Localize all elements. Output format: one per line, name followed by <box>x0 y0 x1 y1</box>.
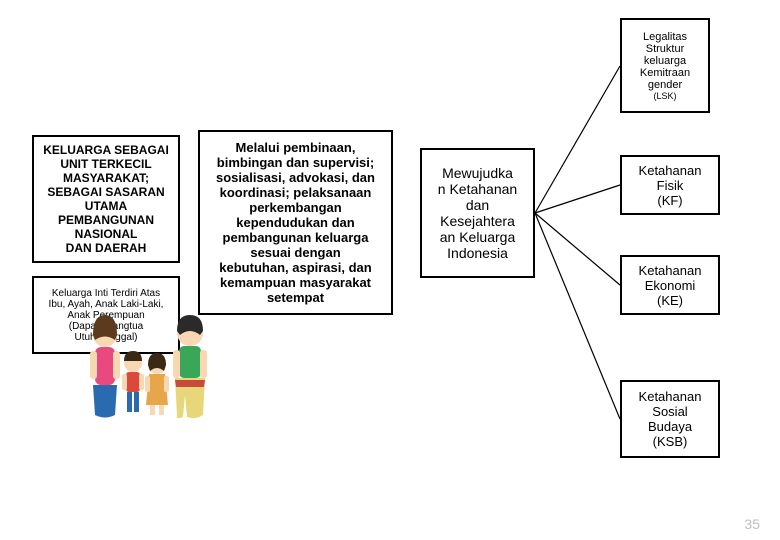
text-line: Ketahanan <box>639 163 702 178</box>
box-ketahanan-sosial-budaya: KetahananSosialBudaya(KSB) <box>620 380 720 458</box>
text-line: DAN DAERAH <box>66 241 147 255</box>
text-line: an Keluarga <box>440 229 516 245</box>
text-line: Kesejahtera <box>440 213 515 229</box>
text-line: NASIONAL <box>75 227 138 241</box>
text-line: (KE) <box>657 293 683 308</box>
text-line: pembangunan keluarga <box>223 230 369 245</box>
box-melalui-pembinaan: Melalui pembinaan,bimbingan dan supervis… <box>198 130 393 315</box>
text-line: Legalitas <box>643 31 687 43</box>
box-keluarga-unit: KELUARGA SEBAGAIUNIT TERKECILMASYARAKAT;… <box>32 135 180 263</box>
text-line: setempat <box>267 290 324 305</box>
text-line: Sosial <box>652 404 687 419</box>
text-line: KELUARGA SEBAGAI <box>43 143 169 157</box>
text-line: Indonesia <box>447 245 508 261</box>
text-line: kebutuhan, aspirasi, dan <box>219 260 371 275</box>
text-line: gender <box>648 79 682 91</box>
text-line: sosialisasi, advokasi, dan <box>216 170 375 185</box>
text-line: kependudukan dan <box>236 215 354 230</box>
box-lsk: LegalitasStrukturkeluargaKemitraangender… <box>620 18 710 113</box>
text-line: UNIT TERKECIL <box>60 157 151 171</box>
text-line: Ketahanan <box>639 389 702 404</box>
text-line: dan <box>466 197 489 213</box>
text-line: perkembangan <box>249 200 341 215</box>
box-mewujudkan: Mewujudkan KetahanandanKesejahteraan Kel… <box>420 148 535 278</box>
text-line: PEMBANGUNAN <box>58 213 154 227</box>
text-line: Melalui pembinaan, <box>236 140 356 155</box>
text-line: koordinasi; pelaksanaan <box>220 185 372 200</box>
box-ketahanan-fisik: KetahananFisik(KF) <box>620 155 720 215</box>
text-line: UTAMA <box>85 199 127 213</box>
text-line: Struktur <box>646 43 685 55</box>
page-number: 35 <box>744 516 760 532</box>
box-ketahanan-ekonomi: KetahananEkonomi(KE) <box>620 255 720 315</box>
text-line: bimbingan dan supervisi; <box>217 155 374 170</box>
text-line: Mewujudka <box>442 165 513 181</box>
text-line: n Ketahanan <box>438 181 517 197</box>
text-line: sesuai dengan <box>250 245 340 260</box>
text-line: Kemitraan <box>640 67 690 79</box>
text-line: keluarga <box>644 55 686 67</box>
text-line: Ekonomi <box>645 278 696 293</box>
text-line: Fisik <box>657 178 684 193</box>
text-line: MASYARAKAT; <box>63 171 149 185</box>
text-line: Ketahanan <box>639 263 702 278</box>
text-line: Budaya <box>648 419 692 434</box>
text-line: (KF) <box>657 193 682 208</box>
family-illustration <box>85 305 215 425</box>
text-line: kemampuan masyarakat <box>220 275 371 290</box>
text-line: (KSB) <box>653 434 688 449</box>
text-line: SEBAGAI SASARAN <box>47 185 164 199</box>
text-line: Keluarga Inti Terdiri Atas <box>52 288 160 299</box>
text-line: (LSK) <box>653 91 676 101</box>
